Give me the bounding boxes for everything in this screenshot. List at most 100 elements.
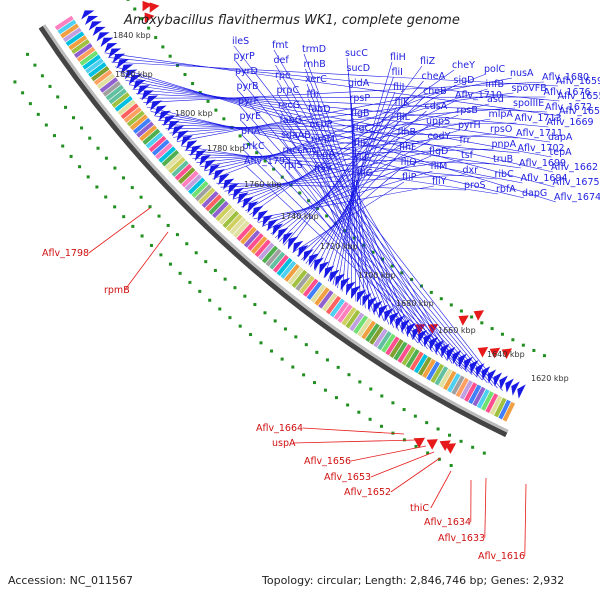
gene-label: truB: [493, 154, 513, 165]
gc-dot: [222, 117, 226, 121]
length-label: Length:: [364, 574, 407, 587]
gc-dot: [96, 146, 100, 150]
label-leader-lines: [88, 45, 562, 557]
gene-label: acpP: [310, 119, 333, 130]
cog-block: [194, 184, 212, 202]
gene-label: cheA: [422, 71, 446, 82]
gene-label: prkC: [243, 141, 265, 152]
gc-dot: [113, 205, 117, 209]
gene-labels: ileS pyrP pyrD pyrB pyrF pyrE priA prkC Aflv_179…: [42, 36, 600, 562]
gc-dot: [336, 365, 340, 369]
forward-gene-arrow: [458, 353, 467, 368]
cog-block: [287, 266, 304, 285]
gc-dot: [64, 105, 68, 109]
reverse-leader-line: [430, 470, 452, 509]
leader-line: [173, 92, 514, 138]
gc-dot: [380, 394, 384, 398]
gene-label: sucD: [347, 63, 371, 74]
gc-dot: [357, 410, 361, 414]
reverse-gene-label: Aflv_1653: [324, 472, 371, 483]
gc-dot: [542, 354, 546, 358]
leader-line: [292, 181, 405, 253]
reverse-gene-label: Aflv_1656: [304, 456, 351, 467]
cog-block: [73, 43, 93, 58]
gc-dot: [437, 457, 441, 461]
cog-block: [181, 170, 199, 188]
gc-dot: [369, 387, 373, 391]
leader-line: [136, 93, 548, 113]
cog-block: [413, 353, 428, 374]
gene-label: fliE: [354, 138, 369, 149]
kbp-tick-label: 1840 kbp: [113, 31, 151, 40]
cog-block: [184, 174, 202, 191]
gene-label: pyrP: [234, 51, 256, 62]
cog-block: [68, 35, 88, 51]
forward-gene-arrow: [505, 378, 514, 393]
cog-block: [171, 160, 189, 178]
cog-block: [468, 384, 482, 405]
leader-line: [139, 96, 546, 99]
gc-dot: [325, 214, 329, 218]
leader-line: [233, 45, 503, 391]
gene-label: pnpA: [492, 139, 517, 150]
leader-line: [236, 75, 493, 386]
cog-block: [385, 336, 400, 356]
leader-line: [328, 61, 393, 282]
gene-label: sigD: [454, 75, 475, 86]
topology-label: Topology:: [262, 574, 314, 587]
gene-label: Aflv_1694: [521, 173, 568, 184]
cog-block: [79, 50, 99, 66]
gene-label: fliK: [395, 97, 411, 108]
reverse-gene-label: Aflv_1616: [478, 551, 525, 562]
gene-label: cheB: [423, 86, 447, 97]
forward-gene-arrow: [218, 173, 230, 186]
gc-dot: [419, 284, 423, 288]
cog-block: [306, 281, 323, 300]
gene-label: sdaAB: [281, 130, 311, 141]
cog-block: [243, 229, 261, 248]
gene-label: trmD: [302, 44, 326, 55]
leader-line: [351, 117, 354, 299]
gene-label: ileS: [232, 36, 249, 47]
gene-label: fliQ: [401, 157, 417, 168]
gc-dot: [188, 280, 192, 284]
forward-gene-arrow: [108, 48, 122, 58]
kbp-tick-label: 1820 kbp: [115, 70, 153, 79]
leader-line: [332, 177, 360, 285]
gene-label: codY: [428, 131, 451, 142]
forward-gene-arrow: [373, 300, 383, 314]
cog-block: [229, 217, 247, 235]
reverse-gene-arrow: [142, 0, 153, 12]
gene-label: dapG: [522, 188, 547, 199]
forward-gene-arrow: [208, 164, 221, 176]
gc-dot: [161, 45, 165, 49]
gc-dot: [253, 303, 257, 307]
gc-dot: [147, 26, 151, 30]
cog-block: [65, 31, 85, 47]
cog-block: [426, 361, 440, 381]
kbp-tick-label: 1800 kbp: [175, 109, 213, 118]
cog-block: [57, 19, 77, 35]
cog-block: [442, 370, 457, 391]
cog-block: [233, 220, 250, 238]
cog-block: [357, 317, 372, 337]
gene-label: fliF: [356, 153, 370, 164]
leader-line: [192, 148, 494, 159]
cog-block: [142, 128, 161, 145]
gc-dot: [459, 309, 463, 313]
cog-block: [291, 269, 308, 288]
leader-line: [216, 182, 467, 191]
gene-label: ftsY: [314, 164, 332, 175]
leader-line: [319, 91, 396, 275]
cog-block: [88, 62, 107, 78]
leader-line: [188, 154, 496, 165]
forward-gene-arrow: [517, 384, 526, 399]
cog-block: [302, 278, 319, 297]
reverse-leader-line: [484, 477, 487, 539]
cog-category-track: [54, 15, 516, 422]
cog-block: [136, 121, 154, 138]
gc-dot: [390, 264, 394, 268]
forward-gene-arrow: [406, 322, 416, 337]
leader-line: [270, 125, 429, 235]
map-title: Anoxybacillus flavithermus WK1, complete…: [123, 13, 460, 28]
